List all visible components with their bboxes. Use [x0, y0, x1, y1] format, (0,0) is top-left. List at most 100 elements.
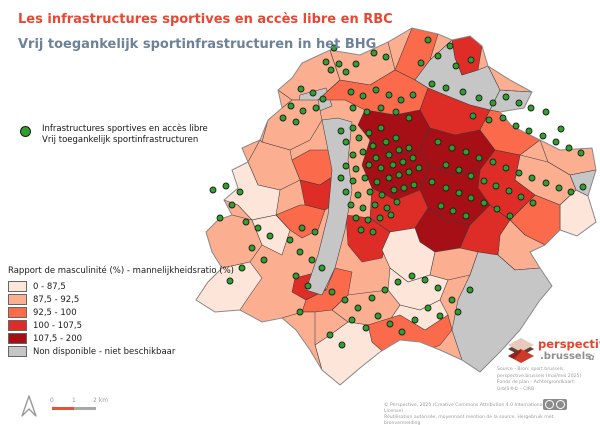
- sport-infrastructure-dot: [335, 60, 343, 68]
- sport-infrastructure-dot: [349, 104, 357, 112]
- sport-infrastructure-dot: [421, 276, 429, 284]
- sport-infrastructure-dot: [287, 102, 295, 110]
- sport-infrastructure-dot: [398, 328, 406, 336]
- sport-infrastructure-dot: [209, 186, 217, 194]
- sport-infrastructure-dot: [485, 116, 493, 124]
- sport-infrastructure-dot: [424, 36, 432, 44]
- sport-infrastructure-dot: [395, 146, 403, 154]
- sport-infrastructure-dot: [517, 193, 525, 201]
- logo-diamonds-icon: [508, 338, 534, 363]
- sport-infrastructure-dot: [434, 284, 442, 292]
- legend-class-row: 92,5 - 100: [8, 306, 234, 319]
- sport-infrastructure-dot: [499, 114, 507, 122]
- sport-infrastructure-dot: [452, 62, 460, 70]
- sport-infrastructure-dot: [371, 201, 379, 209]
- sport-infrastructure-dot: [489, 158, 497, 166]
- sport-infrastructure-dot: [352, 214, 360, 222]
- sport-infrastructure-dot: [381, 286, 389, 294]
- point-legend-label: Infrastructures sportives en accès libre…: [42, 124, 208, 146]
- sport-infrastructure-dot: [304, 282, 312, 290]
- choropleth-legend-rows: 0 - 87,5 87,5 - 92,5 92,5 - 100 100 - 107,5…: [8, 280, 234, 358]
- source-note-line3: Fonds de plan - Achtergrondkaart:: [497, 380, 576, 385]
- sport-infrastructure-dot: [528, 174, 536, 182]
- sport-infrastructure-dot: [338, 341, 346, 349]
- sport-infrastructure-dot: [527, 104, 535, 112]
- legend-class-row: 0 - 87,5: [8, 280, 234, 293]
- sport-infrastructure-dot: [449, 207, 457, 215]
- sport-infrastructure-dot: [296, 308, 304, 316]
- sport-infrastructure-dot: [436, 312, 444, 320]
- sport-infrastructure-dot: [557, 125, 565, 133]
- sport-infrastructure-dot: [542, 179, 550, 187]
- source-note-line4: UrbIS®© - CIRB: [497, 386, 535, 392]
- sport-infrastructure-dot: [475, 94, 483, 102]
- sport-infrastructure-dot: [448, 144, 456, 152]
- sport-infrastructure-dot: [394, 278, 402, 286]
- legend-class-label: 100 - 107,5: [33, 320, 83, 331]
- sport-infrastructure-dot: [529, 199, 537, 207]
- sport-infrastructure-dot: [492, 182, 500, 190]
- sport-infrastructure-dot: [299, 107, 307, 115]
- sport-infrastructure-dot: [462, 212, 470, 220]
- sport-infrastructure-dot: [383, 204, 391, 212]
- sport-infrastructure-dot: [428, 178, 436, 186]
- sport-infrastructure-dot: [448, 296, 456, 304]
- sport-infrastructure-dot: [577, 149, 585, 157]
- sport-infrastructure-dot: [567, 188, 575, 196]
- sport-infrastructure-dot: [298, 224, 306, 232]
- sport-infrastructure-dot: [359, 148, 367, 156]
- sport-infrastructure-dot: [410, 181, 418, 189]
- sport-infrastructure-dot: [348, 316, 356, 324]
- point-legend: Infrastructures sportives en accès libre…: [20, 124, 208, 146]
- sport-infrastructure-dot: [248, 244, 256, 252]
- by-icon: [556, 400, 565, 409]
- sport-infrastructure-dot: [292, 272, 300, 280]
- sport-infrastructure-dot: [354, 191, 362, 199]
- sport-infrastructure-dot: [347, 201, 355, 209]
- scale-label-2: 2 km: [93, 397, 109, 404]
- sport-infrastructure-dot: [349, 151, 357, 159]
- sport-infrastructure-dot: [377, 164, 385, 172]
- sport-infrastructure-dot: [326, 331, 334, 339]
- sport-infrastructure-dot: [385, 174, 393, 182]
- sport-infrastructure-dot: [455, 189, 463, 197]
- scalebar-segment-gray: [74, 407, 96, 410]
- sport-infrastructure-dot: [415, 164, 423, 172]
- sport-infrastructure-dot: [377, 124, 385, 132]
- sport-infrastructure-dot: [292, 118, 300, 126]
- legend-class-row: 100 - 107,5: [8, 319, 234, 332]
- sport-infrastructure-dots: [209, 36, 587, 349]
- sport-infrastructure-dot: [467, 172, 475, 180]
- sport-infrastructure-dot: [238, 264, 246, 272]
- sport-infrastructure-dot: [382, 53, 390, 61]
- legend-class-row: Non disponible - niet beschikbaar: [8, 345, 234, 358]
- legend-class-row: 87,5 - 92,5: [8, 293, 234, 306]
- sport-infrastructure-dot: [372, 86, 380, 94]
- legend-color-swatch: [8, 281, 27, 292]
- sport-infrastructure-dot: [297, 85, 305, 93]
- sport-infrastructure-dot: [399, 158, 407, 166]
- sport-infrastructure-dot: [397, 96, 405, 104]
- sport-infrastructure-dot: [411, 316, 419, 324]
- sport-infrastructure-dot: [442, 84, 450, 92]
- sport-infrastructure-dot: [392, 134, 400, 142]
- sport-infrastructure-dot: [347, 88, 355, 96]
- north-arrow-icon: [21, 395, 37, 417]
- sport-infrastructure-dot: [357, 226, 365, 234]
- sport-infrastructure-dot: [349, 124, 357, 132]
- copyright-note: © Perspective, 2025 (Creative Commons At…: [384, 403, 559, 425]
- sport-infrastructure-dot: [385, 151, 393, 159]
- sport-infrastructure-dot: [424, 304, 432, 312]
- sport-infrastructure-dot: [400, 184, 408, 192]
- legend-color-swatch: [8, 333, 27, 344]
- sport-infrastructure-dot: [525, 127, 533, 135]
- sport-infrastructure-dot: [480, 199, 488, 207]
- sport-infrastructure-dot: [322, 58, 330, 66]
- scale-label-0: 0: [50, 397, 54, 404]
- sport-infrastructure-dot: [467, 56, 475, 64]
- sport-infrastructure-dot: [393, 198, 401, 206]
- sport-infrastructure-dot: [377, 104, 385, 112]
- sport-infrastructure-dot: [312, 104, 320, 112]
